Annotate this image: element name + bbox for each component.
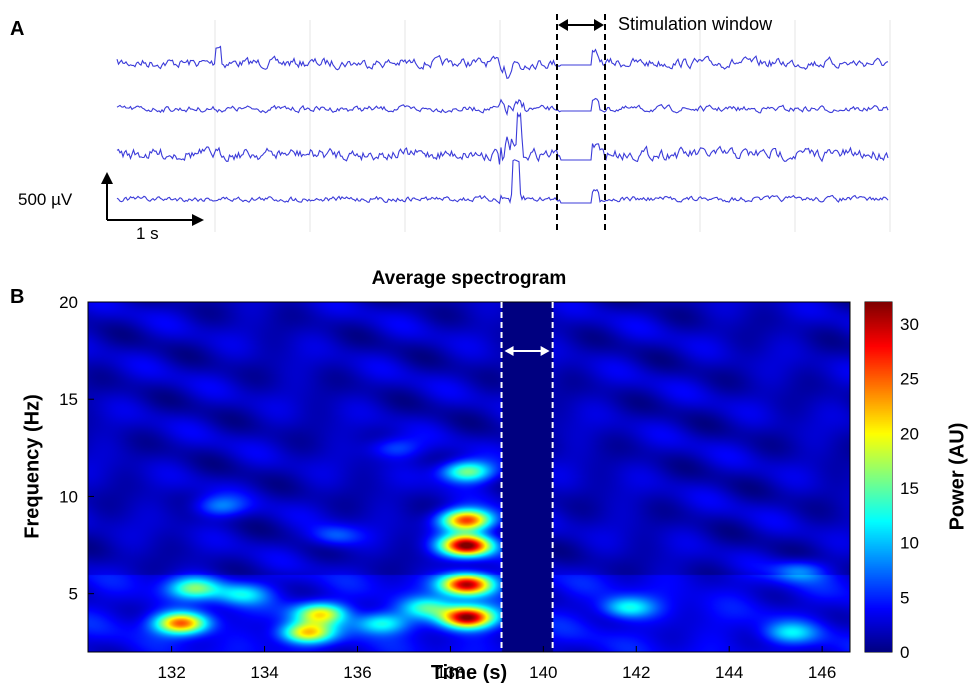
- scale-voltage-label: 500 µV: [18, 190, 73, 209]
- x-tick-label: 134: [250, 663, 278, 682]
- x-axis-ticks: 132 134 136 138 140 142 144 146: [157, 646, 836, 682]
- x-tick-label: 142: [622, 663, 650, 682]
- eeg-trace-line: [116, 111, 889, 165]
- colorbar-label: Power (AU): [946, 422, 968, 531]
- eeg-traces-panel: [101, 14, 891, 232]
- colorbar-tick-label: 10: [900, 534, 919, 553]
- eeg-trace-line: [116, 97, 889, 117]
- stim-window-label: Stimulation window: [618, 14, 773, 34]
- chart-title: Average spectrogram: [371, 268, 567, 289]
- panel-a-letter: A: [10, 18, 25, 40]
- spectrogram-heatmap: [88, 302, 850, 652]
- x-tick-label: 140: [529, 663, 557, 682]
- colorbar-ticks: 0 5 10 15 20 25 30: [886, 315, 919, 662]
- stim-window-arrow: [558, 19, 604, 31]
- scale-time-label: 1 s: [136, 224, 159, 243]
- colorbar-tick-label: 25: [900, 370, 919, 389]
- stim-window-arrow: [504, 346, 550, 356]
- stim-window-markers: [500, 302, 554, 652]
- panel-b-letter: B: [10, 286, 25, 308]
- colorbar-tick-label: 0: [900, 643, 909, 662]
- colorbar: [865, 302, 892, 652]
- trace-gridlines: [214, 20, 891, 232]
- x-tick-label: 132: [157, 663, 185, 682]
- y-axis-ticks: 5 10 15 20: [59, 293, 94, 604]
- y-tick-label: 5: [69, 585, 78, 604]
- colorbar-tick-label: 15: [900, 479, 919, 498]
- plot-frame: [87, 301, 851, 653]
- y-tick-label: 15: [59, 390, 78, 409]
- colorbar-tick-label: 5: [900, 588, 909, 607]
- eeg-trace-line: [116, 159, 889, 205]
- y-axis-label: Frequency (Hz): [21, 394, 44, 539]
- x-tick-label: 144: [715, 663, 743, 682]
- x-tick-label: 136: [343, 663, 371, 682]
- x-tick-label: 146: [808, 663, 836, 682]
- y-tick-label: 10: [59, 487, 78, 506]
- eeg-trace-line: [116, 45, 889, 79]
- y-tick-label: 20: [59, 293, 78, 312]
- x-tick-label: 138: [436, 663, 464, 682]
- x-axis-label: Time (s): [430, 662, 508, 684]
- scale-bar: [101, 172, 204, 226]
- eeg-traces: [116, 45, 889, 205]
- colorbar-tick-label: 20: [900, 424, 919, 443]
- colorbar-tick-label: 30: [900, 315, 919, 334]
